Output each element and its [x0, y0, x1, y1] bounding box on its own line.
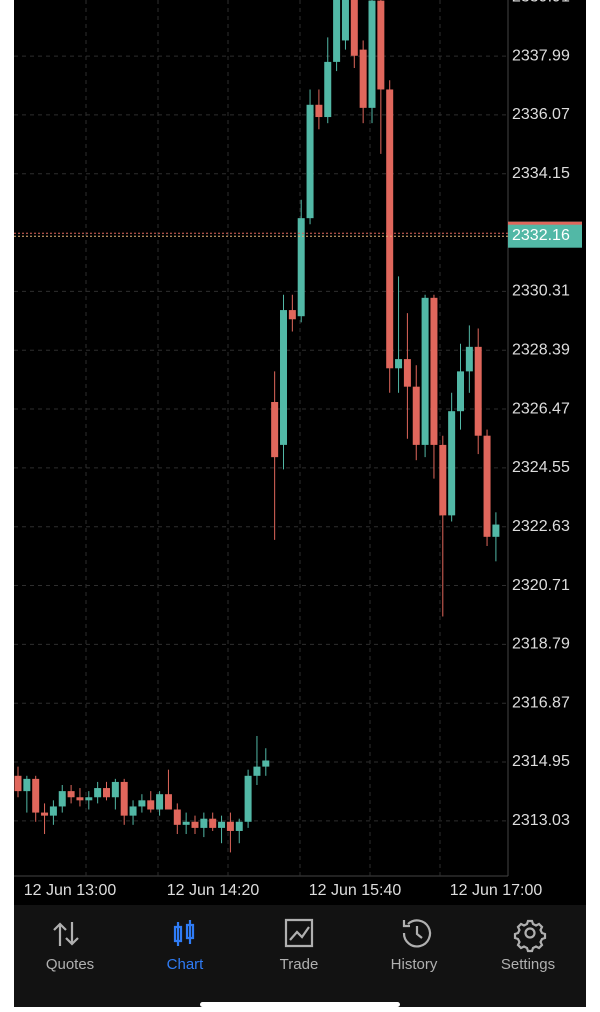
- nav-label[interactable]: Quotes: [46, 956, 94, 973]
- candle-body: [94, 788, 102, 798]
- candle-body: [306, 104, 314, 219]
- candle-body: [23, 778, 31, 792]
- candle-body: [41, 812, 49, 816]
- candle-body: [156, 794, 164, 810]
- candle-body: [421, 297, 429, 445]
- candle-body: [315, 104, 323, 118]
- candle-body: [386, 89, 394, 369]
- price-label-bg: [508, 221, 582, 248]
- nav-icon: [524, 927, 536, 939]
- candle-body: [129, 806, 137, 816]
- y-tick-label: 2328.39: [512, 341, 570, 358]
- x-tick-label: 12 Jun 14:20: [167, 882, 260, 899]
- candle-body: [103, 788, 110, 798]
- candle-body: [111, 781, 119, 798]
- nav-icon[interactable]: [284, 918, 314, 948]
- price-label-top: [508, 221, 582, 225]
- home-indicator: [200, 1002, 400, 1007]
- y-tick-label: 2314.95: [512, 753, 570, 770]
- nav-icon[interactable]: [513, 919, 547, 953]
- candle-body: [395, 359, 403, 369]
- nav-bar: [14, 905, 586, 1007]
- x-tick-label: 12 Jun 17:00: [450, 882, 543, 899]
- nav-icon[interactable]: [53, 922, 79, 946]
- candle-body: [448, 411, 456, 516]
- candle-body: [483, 435, 491, 537]
- candle-body: [271, 401, 279, 458]
- candle-body: [67, 791, 75, 798]
- y-tick-label: 2313.03: [512, 812, 570, 829]
- y-tick-label: 2334.15: [512, 165, 570, 182]
- candle-body: [147, 800, 155, 810]
- candle-body: [262, 760, 270, 767]
- y-tick-label: 2318.79: [512, 636, 570, 653]
- candle-body: [350, 0, 358, 56]
- nav-items: Quotes Chart Trade History Settings: [46, 918, 555, 973]
- nav-icon[interactable]: [402, 919, 432, 948]
- candle-body: [377, 0, 385, 90]
- current-price-label: 2332.16: [512, 227, 570, 244]
- candle-body: [457, 371, 464, 412]
- candle-body: [412, 386, 420, 445]
- candle-body: [341, 0, 349, 41]
- candle-body: [288, 310, 296, 320]
- y-tick-label: 2337.99: [512, 47, 570, 64]
- candle-body: [182, 821, 190, 825]
- y-tick-label: 2330.31: [512, 283, 570, 300]
- candle-body: [465, 346, 473, 372]
- x-tick-label: 12 Jun 15:40: [309, 882, 402, 899]
- candle-body: [76, 797, 84, 801]
- candle-body: [226, 821, 234, 831]
- candle-body: [138, 800, 146, 807]
- candle-body: [173, 809, 181, 825]
- y-tick-label: 2336.07: [512, 106, 570, 123]
- candle-body: [280, 310, 287, 445]
- candle-body: [49, 806, 57, 816]
- candle-body: [32, 778, 40, 813]
- candle-body: [191, 821, 199, 828]
- candle-body: [324, 61, 332, 118]
- candle-body: [200, 818, 208, 828]
- candle-body: [120, 781, 128, 816]
- candle-body: [297, 218, 305, 317]
- nav-label[interactable]: History: [391, 956, 438, 973]
- time-grid: [85, 0, 441, 876]
- candle-body: [14, 775, 22, 792]
- candle-body: [368, 0, 376, 108]
- y-tick-label: 2324.55: [512, 459, 570, 476]
- candle-body: [209, 818, 217, 828]
- candle-body: [235, 821, 243, 831]
- candle-body: [333, 0, 341, 62]
- x-tick-label: 12 Jun 13:00: [24, 882, 117, 899]
- candle-body: [253, 766, 261, 776]
- app-screen: Quotes Chart Trade History Settings 2339.91 2…: [14, 0, 586, 1007]
- nav-label[interactable]: Trade: [280, 956, 319, 973]
- y-tick-label: 2320.71: [512, 577, 570, 594]
- candle-body: [474, 346, 482, 436]
- candle-body: [439, 444, 447, 516]
- candle-body: [403, 359, 411, 387]
- nav-label[interactable]: Chart: [167, 956, 205, 973]
- candle-body: [58, 791, 66, 807]
- nav-label[interactable]: Settings: [501, 956, 555, 973]
- y-tick-label: 2339.91: [512, 0, 570, 5]
- candle-body: [430, 297, 438, 445]
- candle-body: [244, 775, 252, 822]
- candle-body: [218, 821, 226, 828]
- candle-body: [164, 794, 172, 810]
- nav-icon[interactable]: [173, 920, 195, 946]
- candle-body: [359, 49, 367, 108]
- y-tick-label: 2326.47: [512, 400, 570, 417]
- candle-body: [85, 797, 93, 801]
- y-tick-label: 2322.63: [512, 518, 570, 535]
- chart: Quotes Chart Trade History Settings 2339.91 2…: [14, 0, 586, 1007]
- y-tick-label: 2316.87: [512, 694, 570, 711]
- candle-body: [492, 524, 500, 537]
